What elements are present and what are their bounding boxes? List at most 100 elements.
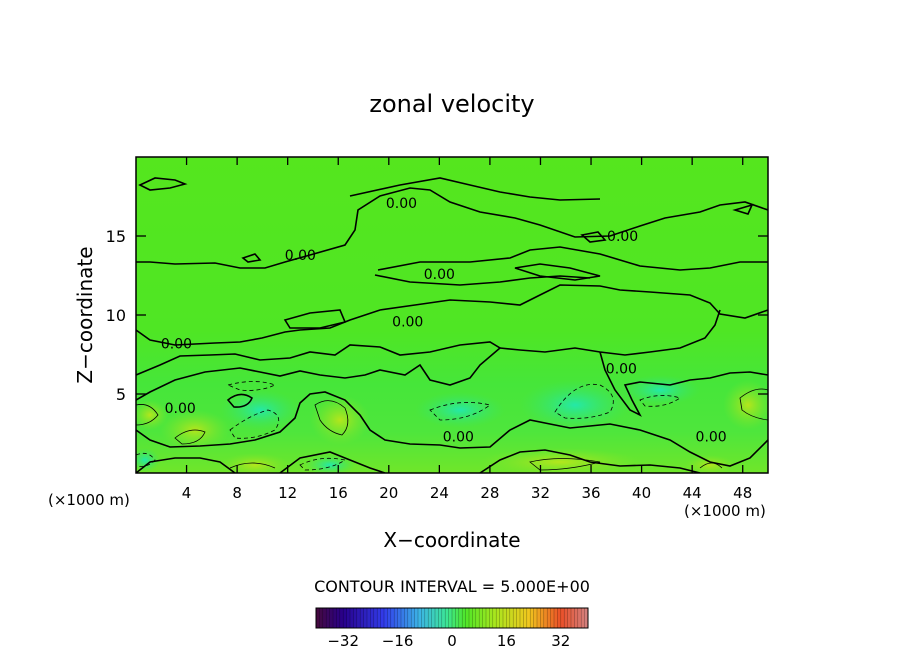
colorbar-segment [530,608,534,628]
x-tick-label: 8 [232,484,242,502]
colorbar-segment [567,608,572,628]
colorbar-segment [469,608,473,628]
colorbar-segment [428,608,432,628]
colorbar-segment [339,608,344,628]
x-tick-label: 12 [278,484,297,502]
x-tick-label: 40 [632,484,651,502]
colorbar-segment [499,608,504,628]
negative-contour-lines [136,381,681,471]
colorbar-segment [431,608,436,628]
colorbar-segment [577,608,582,628]
colorbar-segment [380,608,385,628]
colorbar-segment [520,608,524,628]
contour-label-group: 0.00 0.00 0.00 0.00 0.00 0.00 0.00 0.00 0.00 0.00 [161,196,727,446]
colorbar-segment [492,608,497,628]
contour-label: 0.00 [606,362,637,378]
colorbar-segment [584,608,589,628]
x-tick-label: 4 [182,484,192,502]
positive-contour-lines [136,388,768,471]
colorbar-segment [533,608,538,628]
x-tick-label: 16 [329,484,348,502]
contour-label: 0.00 [443,430,474,446]
x-scale-note: (×1000 m) [48,491,130,509]
colorbar-segment [537,608,541,628]
colorbar-segment [543,608,548,628]
colorbar-segment [557,608,562,628]
colorbar-segment [441,608,446,628]
colorbar-segment [414,608,419,628]
colorbar-segment [462,608,466,628]
z-scale-note: (×1000 m) [684,502,766,520]
contour-label: 0.00 [386,196,417,212]
colorbar-segment [486,608,490,628]
colorbar-segment [343,608,347,628]
chart-title: zonal velocity [369,90,534,118]
colorbar-segment [316,608,320,628]
colorbar-segment [322,608,327,628]
colorbar-tick-labels: −32 −16 0 16 32 [327,632,570,650]
colorbar-segment [574,608,579,628]
colorbar-segment [387,608,392,628]
contour-label: 0.00 [607,229,638,245]
colorbar-segment [404,608,409,628]
colorbar-segment [503,608,507,628]
colorbar-segment [489,608,494,628]
x-tick-label: 28 [480,484,499,502]
colorbar-segment [526,608,531,628]
colorbar-segment [506,608,511,628]
colorbar-segment [560,608,565,628]
colorbar-segment [523,608,528,628]
colorbar-segment [564,608,568,628]
contour-label: 0.00 [696,430,727,446]
colorbar-segment [350,608,354,628]
zero-contour-lines [136,177,768,473]
x-tick-label: 36 [581,484,600,502]
y-tick-label: 15 [106,227,126,246]
contour-label: 0.00 [392,314,423,330]
colorbar [315,607,589,629]
colorbar-segment [452,608,456,628]
colorbar-segment [472,608,477,628]
colorbar-segment [367,608,371,628]
colorbar-tick-label: −32 [327,632,359,650]
colorbar-segment [336,608,341,628]
colorbar-segment [513,608,517,628]
colorbar-tick-label: 0 [447,632,457,650]
colorbar-segment [482,608,487,628]
colorbar-segment [516,608,521,628]
contour-label: 0.00 [285,248,316,264]
x-axis-ticks: 4 8 12 16 20 24 28 32 36 40 44 48 [182,157,752,502]
x-tick-label: 44 [683,484,702,502]
colorbar-segment [509,608,514,628]
colorbar-segment [407,608,412,628]
colorbar-segment [394,608,398,628]
colorbar-segment [373,608,378,628]
colorbar-segment [384,608,388,628]
colorbar-segment [424,608,429,628]
colorbar-segment [377,608,381,628]
x-tick-label: 48 [733,484,752,502]
colorbar-segment [479,608,483,628]
colorbar-segment [554,608,558,628]
colorbar-segment [458,608,463,628]
x-axis-label: X−coordinate [383,528,520,552]
colorbar-segment [329,608,334,628]
colorbar-segment [547,608,551,628]
colorbar-tick-label: 32 [551,632,570,650]
colorbar-segment [411,608,415,628]
x-tick-label: 32 [531,484,550,502]
y-axis-label: Z−coordinate [73,246,97,383]
velocity-field: 0.00 0.00 0.00 0.00 0.00 0.00 0.00 0.00 0.00 0.00 [136,157,768,473]
contour-label: 0.00 [424,267,455,283]
colorbar-segment [390,608,395,628]
colorbar-segment [421,608,426,628]
colorbar-segment [370,608,375,628]
colorbar-segment [438,608,443,628]
colorbar-segment [326,608,330,628]
colorbar-segment [356,608,361,628]
colorbar-segment [435,608,439,628]
y-axis-ticks: 5 10 15 [106,227,768,404]
y-tick-label: 10 [106,306,126,325]
colorbar-tick-label: −16 [382,632,414,650]
